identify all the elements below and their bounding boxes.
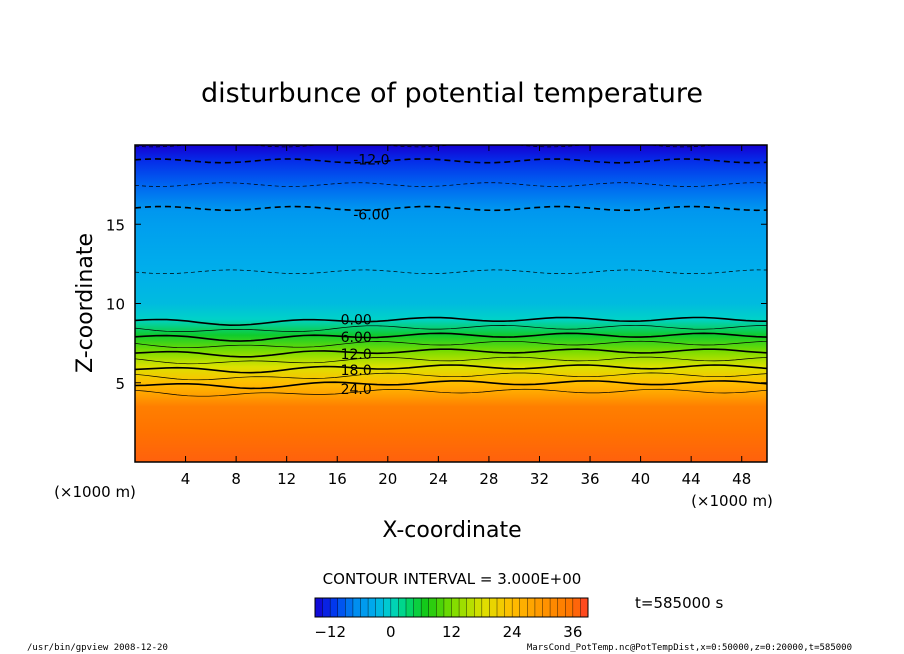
- contour-label: -6.00: [353, 208, 389, 224]
- contour-line: [135, 205, 767, 212]
- colorbar-cell: [534, 598, 543, 617]
- x-tick-label: 4: [181, 470, 191, 488]
- x-tick-label: 20: [378, 470, 397, 488]
- colorbar-cell: [315, 598, 323, 617]
- colorbar-tick-label: −12: [314, 623, 346, 641]
- colorbar-cell: [451, 598, 460, 617]
- colorbar-tick-label: 24: [503, 623, 522, 641]
- colorbar-cell: [565, 598, 574, 617]
- colorbar-cell: [368, 598, 376, 617]
- colorbar-cell: [390, 598, 399, 617]
- colorbar-ticks: −12 0 12 24 36: [314, 623, 582, 641]
- colorbar-cell: [580, 598, 589, 617]
- colorbar-tick-label: 36: [563, 623, 582, 641]
- colorbar-cell: [352, 598, 361, 617]
- colorbar-cell: [398, 598, 407, 617]
- y-axis-ticks: 5 10 15: [106, 216, 767, 393]
- colorbar-cell: [436, 598, 445, 617]
- x-tick-label: 28: [479, 470, 498, 488]
- time-text: t=585000 s: [635, 594, 723, 612]
- x-unit-right: (×1000 m): [691, 492, 773, 510]
- y-tick-label: 5: [115, 375, 125, 393]
- colorbar-cell: [557, 598, 566, 617]
- colorbar-cell: [421, 598, 430, 617]
- colorbar-cell: [330, 598, 339, 617]
- colorbar-cell: [413, 598, 422, 617]
- colorbar-cell: [489, 598, 498, 617]
- contour-line: [135, 388, 767, 397]
- colorbar-cell: [345, 598, 354, 617]
- contour-line: [135, 158, 767, 164]
- contour-lines: [135, 145, 767, 397]
- x-tick-label: 12: [277, 470, 296, 488]
- colorbar-cell: [512, 598, 521, 617]
- colorbar-cell: [550, 598, 558, 617]
- contour-line: [135, 356, 767, 365]
- contour-label: 0.00: [341, 312, 372, 328]
- colorbar-cell: [474, 598, 483, 617]
- x-tick-label: 48: [732, 470, 751, 488]
- colorbar-cell: [466, 598, 475, 617]
- x-tick-label: 8: [231, 470, 241, 488]
- contour-interval-text: CONTOUR INTERVAL = 3.000E+00: [323, 570, 582, 588]
- colorbar-cell: [542, 598, 551, 617]
- contour-label: 18.0: [341, 363, 372, 379]
- x-tick-label: 36: [580, 470, 599, 488]
- colorbar-cell: [497, 598, 505, 617]
- colorbar-cell: [337, 598, 346, 617]
- contour-line: [135, 182, 767, 187]
- colorbar-cell: [519, 598, 528, 617]
- colorbar-frame: [314, 597, 589, 618]
- colorbar-cell: [383, 598, 392, 617]
- colorbar-tick-label: 0: [386, 623, 396, 641]
- heatmap-field: [135, 145, 767, 462]
- contour-line: [135, 332, 767, 342]
- contour-line: [135, 269, 767, 275]
- x-tick-label: 16: [328, 470, 347, 488]
- colorbar-cell: [443, 598, 452, 617]
- colorbar-cell: [406, 598, 414, 617]
- colorbar-cell: [459, 598, 467, 617]
- x-tick-label: 40: [631, 470, 650, 488]
- contour-line: [135, 316, 767, 327]
- x-axis-label: X-coordinate: [382, 518, 521, 543]
- x-tick-label: 44: [682, 470, 701, 488]
- colorbar-cell: [527, 598, 536, 617]
- x-axis-ticks: 4 8 12 16 20 24 28 32 36 40 44 48: [181, 145, 751, 488]
- contour-line: [135, 340, 767, 349]
- colorbar-cell: [428, 598, 437, 617]
- contour-line: [135, 348, 767, 358]
- contour-label: 6.00: [341, 330, 372, 346]
- colorbar-cell: [375, 598, 384, 617]
- colorbar-cell: [481, 598, 490, 617]
- contour-label: -12.0: [353, 152, 389, 168]
- contour-line: [135, 364, 767, 374]
- chart-title: disturbunce of potential temperature: [201, 78, 703, 109]
- contour-line: [135, 325, 767, 332]
- y-tick-label: 10: [106, 296, 125, 314]
- contour-line: [135, 145, 720, 148]
- y-axis-label: Z-coordinate: [73, 233, 98, 373]
- x-unit-left: (×1000 m): [54, 483, 136, 501]
- x-tick-label: 24: [429, 470, 448, 488]
- contour-label: 12.0: [341, 347, 372, 363]
- footer-right: MarsCond_PotTemp.nc@PotTempDist,x=0:5000…: [527, 643, 852, 653]
- footer-left: /usr/bin/gpview 2008-12-20: [27, 643, 168, 653]
- y-tick-label: 15: [106, 216, 125, 234]
- contour-label: 24.0: [341, 382, 372, 398]
- contour-line: [135, 372, 767, 381]
- x-tick-label: 32: [530, 470, 549, 488]
- colorbar: [314, 598, 589, 617]
- colorbar-cell: [504, 598, 513, 617]
- colorbar-cell: [572, 598, 581, 617]
- colorbar-cell: [322, 598, 331, 617]
- contour-line: [135, 380, 767, 390]
- colorbar-tick-label: 12: [442, 623, 461, 641]
- colorbar-cell: [360, 598, 369, 617]
